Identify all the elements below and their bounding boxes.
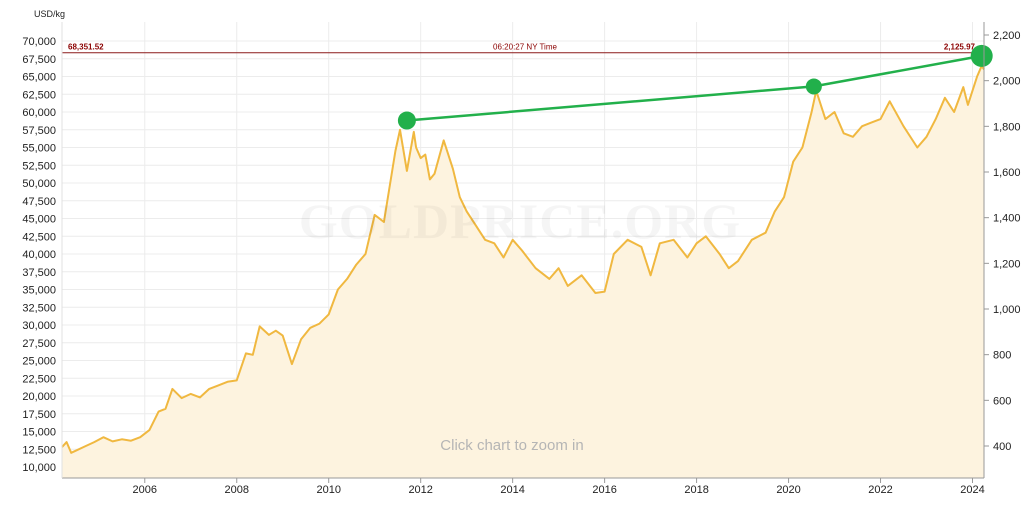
right-axis-tick-label: 600	[993, 395, 1011, 407]
x-axis-tick-label: 2024	[960, 484, 984, 496]
left-axis-tick-label: 60,000	[22, 107, 56, 119]
zoom-hint-text[interactable]: Click chart to zoom in	[440, 437, 583, 454]
x-axis-tick-label: 2020	[776, 484, 800, 496]
x-axis-tick-label: 2014	[500, 484, 524, 496]
left-axis-tick-label: 42,500	[22, 231, 56, 243]
x-axis-tick-label: 2012	[408, 484, 432, 496]
left-axis-tick-label: 17,500	[22, 409, 56, 421]
right-axis-tick-label: 2,200	[993, 30, 1021, 42]
highlight-point	[970, 44, 993, 67]
left-axis-unit-label: USD/kg	[34, 9, 65, 19]
price-series-line	[61, 64, 985, 454]
left-axis-tick-label: 70,000	[22, 36, 56, 48]
left-axis-tick-label: 22,500	[22, 373, 56, 385]
price-area-fill	[62, 65, 984, 479]
right-axis-tick-label: 1,800	[993, 121, 1021, 133]
right-axis-tick-label: 400	[993, 441, 1011, 453]
right-axis-tick-label: 1,600	[993, 167, 1021, 179]
axes: 10,000 12,500 15,000 17,500 20,000 22,500 25,0…	[22, 22, 1021, 496]
x-axis-tick-label: 2008	[225, 484, 249, 496]
left-axis-tick-label: 12,500	[22, 444, 56, 456]
highlight-point	[805, 78, 822, 95]
right-axis-tick-label: 1,400	[993, 213, 1021, 225]
right-axis-tick-label: 1,000	[993, 304, 1021, 316]
left-axis-tick-label: 45,000	[22, 214, 56, 226]
left-axis-tick-label: 32,500	[22, 302, 56, 314]
current-price-usd-oz-label: 2,125.97	[944, 43, 976, 52]
left-axis-tick-label: 25,000	[22, 356, 56, 368]
left-axis-tick-label: 65,000	[22, 72, 56, 84]
right-axis-tick-label: 2,000	[993, 76, 1021, 88]
current-time-label: 06:20:27 NY Time	[493, 43, 557, 52]
left-axis-tick-label: 57,500	[22, 125, 56, 137]
watermark-text: GOLDPRICE.ORG	[299, 193, 741, 249]
highlight-trend	[397, 44, 993, 130]
x-axis-tick-label: 2006	[133, 484, 157, 496]
left-axis-tick-label: 20,000	[22, 391, 56, 403]
left-axis-tick-label: 55,000	[22, 143, 56, 155]
x-axis-tick-label: 2018	[684, 484, 708, 496]
left-axis-tick-label: 67,500	[22, 54, 56, 66]
highlight-point	[397, 111, 416, 130]
left-axis-tick-label: 37,500	[22, 267, 56, 279]
left-axis-tick-label: 35,000	[22, 285, 56, 297]
x-axis-tick-label: 2022	[868, 484, 892, 496]
left-axis-tick-label: 62,500	[22, 89, 56, 101]
x-axis-tick-label: 2016	[592, 484, 616, 496]
left-axis-tick-label: 30,000	[22, 320, 56, 332]
left-axis-tick-label: 15,000	[22, 427, 56, 439]
left-axis-tick-label: 50,000	[22, 178, 56, 190]
left-axis-tick-label: 40,000	[22, 249, 56, 261]
right-axis-tick-label: 1,200	[993, 258, 1021, 270]
left-axis-tick-label: 52,500	[22, 160, 56, 172]
left-axis-tick-label: 10,000	[22, 462, 56, 474]
x-axis-tick-label: 2010	[316, 484, 340, 496]
left-axis-tick-label: 27,500	[22, 338, 56, 350]
current-price-usd-kg-label: 68,351.52	[68, 43, 104, 52]
left-axis-tick-label: 47,500	[22, 196, 56, 208]
right-axis-tick-label: 800	[993, 350, 1011, 362]
